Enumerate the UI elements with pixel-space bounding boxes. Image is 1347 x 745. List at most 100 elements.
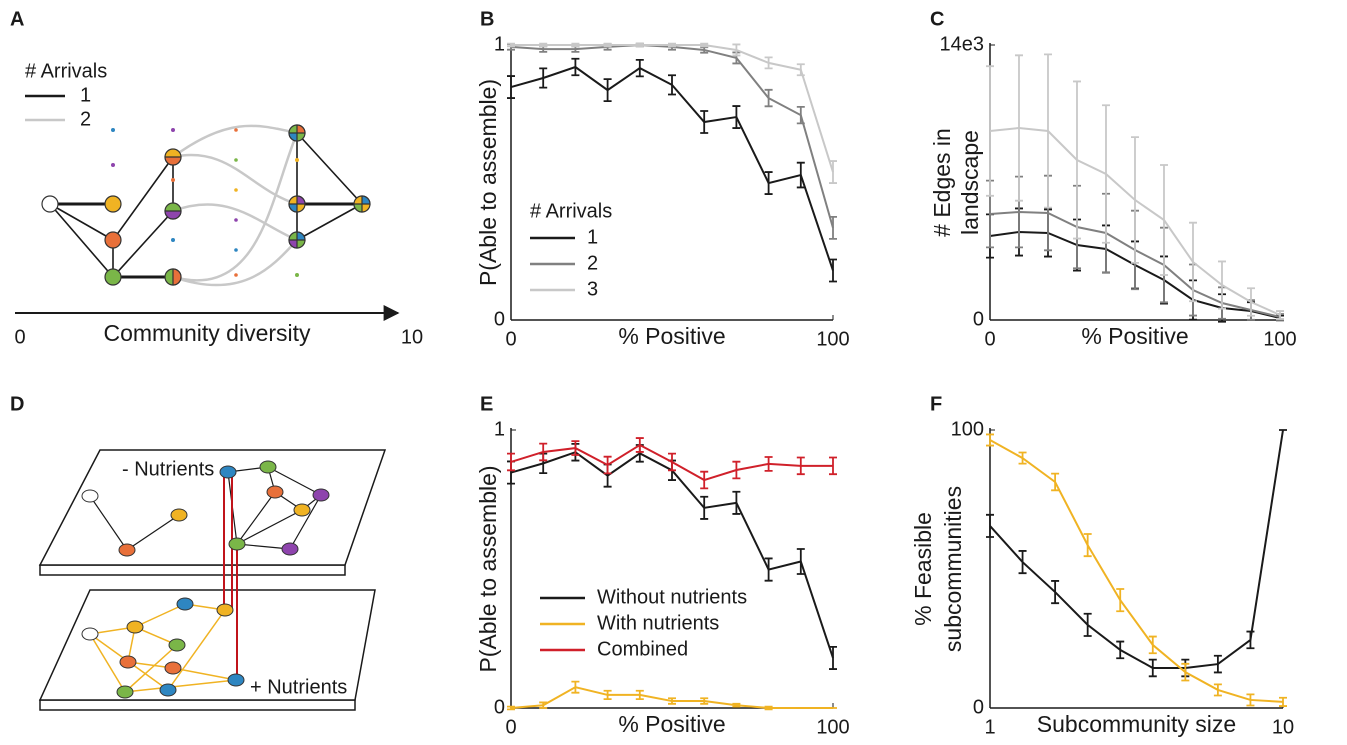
error-bar [1246, 630, 1255, 650]
error-bar [1018, 451, 1027, 465]
error-bar [796, 161, 805, 189]
edges-2 [172, 124, 299, 287]
error-bar [571, 680, 580, 694]
error-bar [635, 689, 644, 701]
error-bar [1160, 164, 1168, 276]
error-bar [732, 702, 741, 708]
error-bar [732, 105, 741, 129]
error-bar [829, 160, 837, 184]
error-bar [603, 42, 612, 48]
legend-title: # Arrivals [25, 60, 107, 82]
y-axis-label: # Edges in [929, 128, 955, 237]
x-tick-label: 100 [816, 716, 849, 738]
error-bar [1246, 693, 1255, 707]
x-tick-label: 100 [816, 328, 849, 350]
error-bar [700, 470, 709, 490]
nodes [41, 124, 371, 286]
x-tick-label: 1 [984, 716, 995, 738]
axis-end: 10 [401, 326, 423, 348]
error-bar [668, 42, 676, 48]
error-bar [764, 456, 773, 472]
legend-label: Combined [597, 638, 688, 660]
x-tick-label: 100 [1263, 328, 1296, 350]
legend-label: 2 [80, 108, 91, 130]
y-tick-label: 0 [973, 308, 984, 330]
error-bar [1073, 80, 1081, 240]
error-bar [1148, 658, 1157, 678]
panel-letter: D [10, 393, 24, 415]
legend-label: 1 [80, 84, 91, 106]
error-bar [1213, 654, 1222, 674]
error-bar [571, 440, 580, 456]
error-bar [829, 215, 837, 240]
error-bar [796, 63, 805, 77]
error-bar [732, 460, 741, 480]
x-tick-label: 10 [1272, 716, 1294, 738]
layers [38, 449, 387, 711]
error-bar [986, 513, 994, 538]
axis-label: Community diversity [103, 320, 311, 346]
error-bar [1148, 635, 1157, 655]
error-bar [1015, 54, 1023, 202]
edges-1 [49, 132, 363, 279]
error-bar [1218, 260, 1226, 310]
legend-title: # Arrivals [530, 200, 612, 222]
series-line [989, 429, 1284, 669]
error-bar [1051, 472, 1060, 492]
error-bar [1276, 310, 1284, 320]
y-tick-label: 0 [494, 696, 505, 718]
legend-label: With nutrients [597, 612, 719, 634]
error-bar [539, 42, 548, 48]
error-bar [635, 437, 644, 453]
y-axis-label: % Feasible [910, 512, 936, 626]
error-bar [829, 258, 837, 283]
legend-label: 1 [587, 226, 598, 248]
error-bar [571, 42, 580, 48]
error-bar [1189, 221, 1197, 303]
error-bar [539, 442, 548, 462]
panel-letter: F [930, 393, 942, 415]
y-tick-label: 100 [951, 418, 984, 440]
error-bar [986, 433, 994, 447]
error-bar [1083, 533, 1092, 558]
x-axis-label: % Positive [1081, 323, 1188, 349]
error-bar [571, 57, 580, 77]
error-bar [1213, 683, 1222, 697]
legend-label: 3 [587, 278, 598, 300]
error-bar [764, 705, 773, 711]
series-line [989, 439, 1284, 703]
legend-label: 2 [587, 252, 598, 274]
error-bar [796, 548, 805, 575]
y-axis-label: P(Able to assemble) [475, 465, 501, 672]
error-bar [668, 452, 676, 472]
error-bar [507, 452, 515, 472]
error-bar [700, 110, 709, 134]
small-dots [111, 128, 299, 277]
error-bar [635, 58, 644, 78]
error-bar [539, 67, 548, 89]
error-bar [1247, 287, 1255, 317]
error-bar [829, 645, 837, 670]
error-bar [732, 490, 741, 515]
error-bar [668, 697, 676, 705]
diagram-d: D - Nutrients + Nutrients [10, 393, 387, 711]
y-tick-label: 14e3 [940, 33, 985, 55]
error-bar [1102, 104, 1110, 244]
error-bar [1181, 662, 1190, 682]
panel-letter: E [480, 393, 493, 415]
x-axis-label: % Positive [618, 711, 725, 737]
y-tick-label: 0 [973, 696, 984, 718]
error-bar [1044, 53, 1052, 209]
error-bar [1279, 696, 1287, 707]
error-bar [764, 171, 773, 195]
error-bar [507, 75, 515, 99]
error-bar [732, 43, 741, 57]
error-bar [1051, 580, 1060, 605]
error-bar [603, 78, 612, 102]
d-nodes [81, 460, 330, 699]
y-axis-label: subcommunities [940, 486, 966, 652]
error-bar [700, 697, 709, 705]
x-tick-label: 0 [505, 328, 516, 350]
error-bar [507, 705, 515, 711]
layer-label: + Nutrients [250, 676, 347, 698]
